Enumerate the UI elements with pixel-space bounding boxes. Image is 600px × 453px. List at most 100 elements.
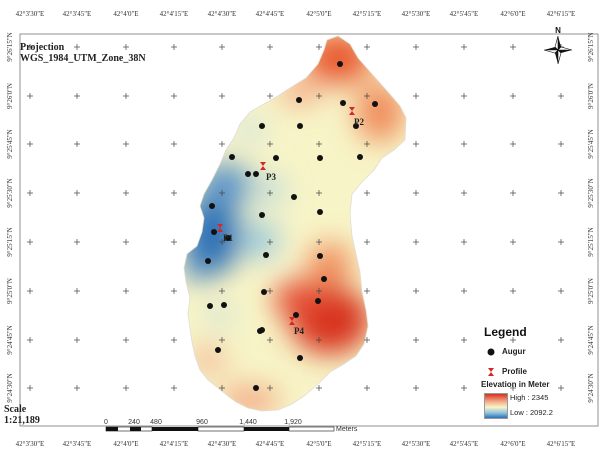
profile-marker-icon — [260, 162, 266, 170]
scale-tick-label: 0 — [104, 419, 108, 426]
longitude-label: 42°3'45"E — [63, 440, 92, 448]
scale-tick-label: 1,440 — [239, 419, 257, 426]
scale-tick-label: 960 — [196, 419, 208, 426]
graticule-cross — [316, 288, 322, 294]
longitude-labels: 42°3'30"E 42°3'45"E 42°4'0"E 42°4'15"E 42°4'… — [16, 10, 576, 448]
scale-bar: 0 240 480 960 1,440 1,920 Meters — [104, 419, 358, 433]
graticule-cross — [27, 239, 33, 245]
augur-point — [321, 276, 327, 282]
longitude-label-top: 42°5'30"E — [402, 10, 431, 18]
augur-point — [261, 289, 267, 295]
graticule-cross — [413, 385, 419, 391]
graticule-cross — [558, 141, 564, 147]
graticule-cross — [558, 93, 564, 99]
augur-point — [253, 171, 259, 177]
longitude-label: 42°5'15"E — [353, 440, 382, 448]
graticule-cross — [510, 385, 516, 391]
legend-low-label: Low : 2092.2 — [510, 408, 553, 417]
graticule-cross — [558, 337, 564, 343]
augur-point — [229, 154, 235, 160]
augur-point — [293, 312, 299, 318]
graticule-cross — [123, 239, 129, 245]
profile-label: P2 — [354, 117, 364, 127]
scale-tick-label: 240 — [128, 419, 140, 426]
longitude-label: 42°6'0"E — [500, 440, 525, 448]
latitude-label: 9°25'0"N — [6, 278, 14, 304]
longitude-label: 42°4'30"E — [208, 440, 237, 448]
augur-point — [211, 229, 217, 235]
graticule-cross — [510, 190, 516, 196]
latitude-label: 9°25'15"N — [6, 227, 14, 256]
graticule-cross — [364, 93, 370, 99]
graticule-cross — [413, 288, 419, 294]
graticule-cross — [74, 337, 80, 343]
latitude-label-right: 9°25'15"N — [587, 227, 595, 256]
latitude-label-right: 9°25'30"N — [587, 178, 595, 207]
legend-high-label: High : 2345 — [510, 393, 549, 402]
graticule-cross — [267, 93, 273, 99]
longitude-label-top: 42°4'15"E — [160, 10, 189, 18]
graticule-cross — [171, 141, 177, 147]
graticule-cross — [510, 44, 516, 50]
graticule-cross — [364, 288, 370, 294]
graticule-cross — [413, 44, 419, 50]
profile-p1: P1 — [217, 224, 233, 243]
augur-point — [245, 171, 251, 177]
graticule-cross — [27, 44, 33, 50]
augur-point — [205, 258, 211, 264]
longitude-label-top: 42°4'45"E — [256, 10, 285, 18]
graticule-cross — [219, 239, 225, 245]
graticule-cross — [123, 44, 129, 50]
scale-unit: Meters — [336, 426, 358, 433]
longitude-label-top: 42°4'0"E — [113, 10, 138, 18]
graticule-cross — [171, 385, 177, 391]
augur-point — [296, 97, 302, 103]
longitude-label-top: 42°3'30"E — [16, 10, 45, 18]
graticule-cross — [267, 385, 273, 391]
graticule-cross — [267, 288, 273, 294]
augur-point — [353, 123, 359, 129]
longitude-label: 42°5'45"E — [450, 440, 479, 448]
scale-ratio: 1:21,189 — [4, 415, 40, 426]
graticule-cross — [219, 141, 225, 147]
augur-point — [372, 101, 378, 107]
scale-tick-label: 480 — [150, 419, 162, 426]
latitude-label-right: 9°24'30"N — [587, 373, 595, 402]
graticule-cross — [364, 141, 370, 147]
graticule-cross — [27, 141, 33, 147]
scale-tick-label: 1,920 — [284, 419, 302, 426]
graticule-cross — [171, 44, 177, 50]
graticule-cross — [461, 93, 467, 99]
graticule-cross — [510, 141, 516, 147]
augur-point — [259, 212, 265, 218]
graticule-cross — [461, 239, 467, 245]
latitude-label: 9°25'30"N — [6, 178, 14, 207]
graticule-cross — [558, 385, 564, 391]
augur-point — [207, 303, 213, 309]
latitude-label-right: 9°25'0"N — [587, 278, 595, 304]
graticule-cross — [510, 239, 516, 245]
graticule-cross — [123, 385, 129, 391]
augur-point — [225, 235, 231, 241]
profile-label: P1 — [223, 233, 233, 243]
projection-value: WGS_1984_UTM_Zone_38N — [20, 53, 146, 64]
profile-label: P4 — [294, 326, 304, 336]
graticule-cross — [123, 337, 129, 343]
longitude-label-top: 42°4'30"E — [208, 10, 237, 18]
longitude-label: 42°4'15"E — [160, 440, 189, 448]
latitude-label-right: 9°26'15"N — [587, 32, 595, 61]
graticule-cross — [27, 337, 33, 343]
graticule-cross — [219, 190, 225, 196]
graticule-cross — [74, 44, 80, 50]
graticule-cross — [267, 141, 273, 147]
scale-label: Scale — [4, 404, 27, 415]
augur-point — [297, 355, 303, 361]
elevation-color-ramp — [484, 393, 508, 419]
graticule-cross — [171, 239, 177, 245]
longitude-label-top: 42°5'0"E — [306, 10, 331, 18]
augur-point — [297, 123, 303, 129]
longitude-label: 42°5'30"E — [402, 440, 431, 448]
augur-point — [273, 155, 279, 161]
